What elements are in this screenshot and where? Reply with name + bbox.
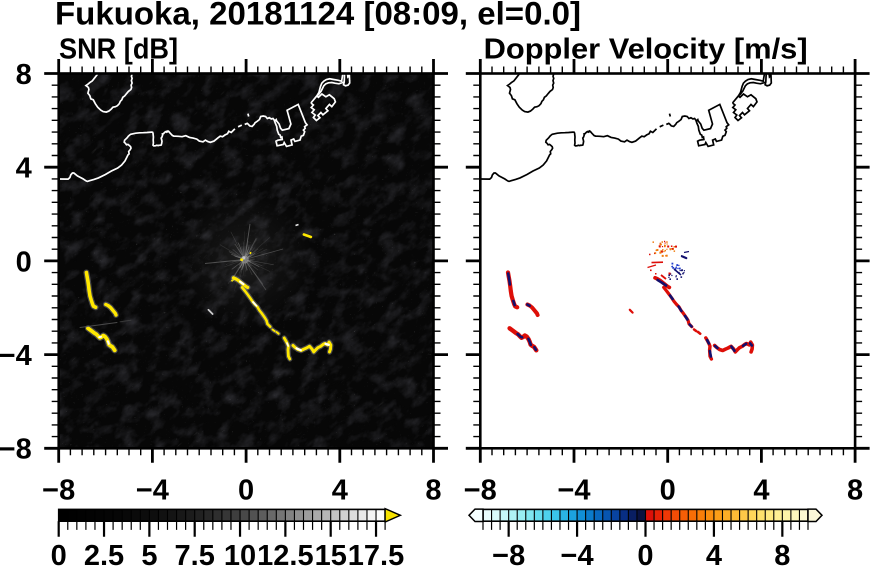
svg-text:0: 0 <box>16 246 32 278</box>
svg-text:−8: −8 <box>492 540 525 570</box>
svg-text:5: 5 <box>141 540 157 570</box>
svg-text:4: 4 <box>753 475 769 507</box>
svg-text:Doppler Velocity [m/s]: Doppler Velocity [m/s] <box>484 33 808 65</box>
svg-text:12.5: 12.5 <box>257 540 313 570</box>
svg-text:4: 4 <box>332 475 348 507</box>
svg-text:−8: −8 <box>0 434 32 466</box>
svg-text:17.5: 17.5 <box>348 540 404 570</box>
svg-text:8: 8 <box>425 475 441 507</box>
svg-text:15: 15 <box>315 540 347 570</box>
svg-text:8: 8 <box>774 540 790 570</box>
svg-text:Fukuoka, 20181124 [08:09, el=0: Fukuoka, 20181124 [08:09, el=0.0] <box>55 0 581 32</box>
svg-text:−4: −4 <box>0 340 32 372</box>
svg-text:−8: −8 <box>42 475 75 507</box>
svg-text:4: 4 <box>706 540 722 570</box>
svg-text:2.5: 2.5 <box>84 540 124 570</box>
svg-text:−8: −8 <box>464 475 497 507</box>
svg-text:0: 0 <box>660 475 676 507</box>
svg-text:−4: −4 <box>561 540 594 570</box>
svg-text:−4: −4 <box>136 475 169 507</box>
svg-text:0: 0 <box>637 540 653 570</box>
svg-text:10: 10 <box>224 540 256 570</box>
svg-text:SNR [dB]: SNR [dB] <box>59 33 178 65</box>
svg-text:−4: −4 <box>557 475 590 507</box>
svg-text:8: 8 <box>16 59 32 91</box>
svg-text:0: 0 <box>238 475 254 507</box>
svg-text:7.5: 7.5 <box>175 540 215 570</box>
svg-text:8: 8 <box>847 475 863 507</box>
svg-text:4: 4 <box>16 153 32 185</box>
svg-text:0: 0 <box>51 540 67 570</box>
